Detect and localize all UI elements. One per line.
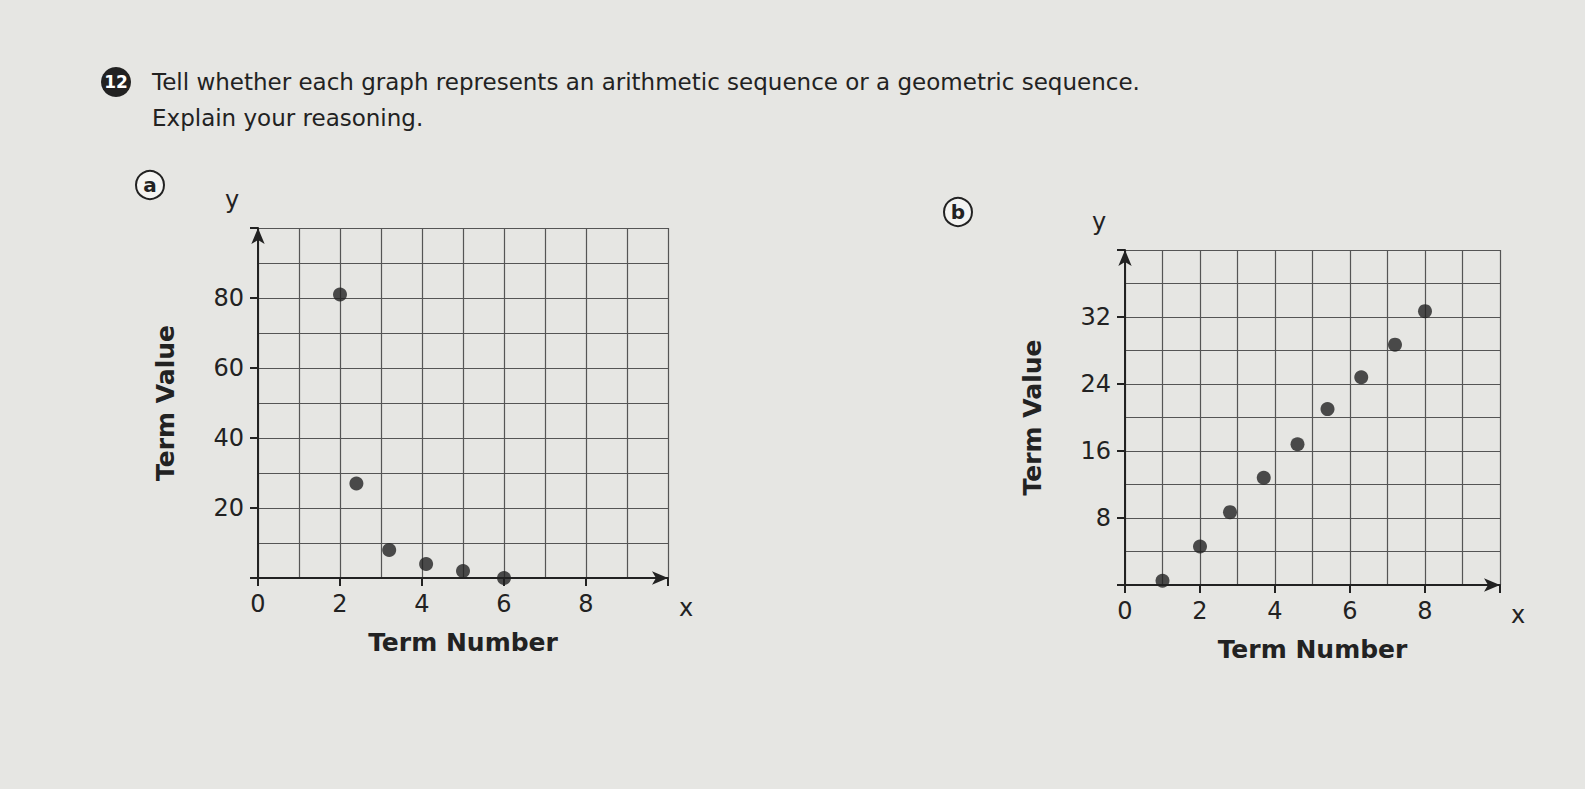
svg-text:8: 8 <box>578 590 593 618</box>
svg-text:x: x <box>679 594 693 622</box>
svg-text:2: 2 <box>332 590 347 618</box>
svg-text:2: 2 <box>1192 597 1207 625</box>
svg-text:y: y <box>225 186 239 214</box>
svg-text:4: 4 <box>1267 597 1282 625</box>
svg-text:8: 8 <box>1417 597 1432 625</box>
svg-text:6: 6 <box>496 590 511 618</box>
svg-text:32: 32 <box>1080 303 1111 331</box>
svg-text:Explain your reasoning.: Explain your reasoning. <box>152 105 423 131</box>
svg-text:4: 4 <box>414 590 429 618</box>
svg-text:b: b <box>951 200 965 224</box>
svg-text:Term Number: Term Number <box>368 628 558 657</box>
svg-text:80: 80 <box>213 284 244 312</box>
svg-text:20: 20 <box>213 494 244 522</box>
svg-text:Term Value: Term Value <box>1018 340 1047 496</box>
svg-text:24: 24 <box>1080 370 1111 398</box>
svg-text:Term Value: Term Value <box>151 325 180 481</box>
svg-text:40: 40 <box>213 424 244 452</box>
svg-text:0: 0 <box>250 590 265 618</box>
svg-text:x: x <box>1511 601 1525 629</box>
svg-text:Tell whether each graph repres: Tell whether each graph represents an ar… <box>151 69 1140 95</box>
svg-text:16: 16 <box>1080 437 1111 465</box>
svg-text:12: 12 <box>104 72 128 92</box>
svg-text:8: 8 <box>1096 504 1111 532</box>
svg-text:6: 6 <box>1342 597 1357 625</box>
svg-text:y: y <box>1092 208 1106 236</box>
svg-text:Term Number: Term Number <box>1218 635 1408 664</box>
svg-text:60: 60 <box>213 354 244 382</box>
svg-text:a: a <box>143 173 157 197</box>
svg-text:0: 0 <box>1117 597 1132 625</box>
